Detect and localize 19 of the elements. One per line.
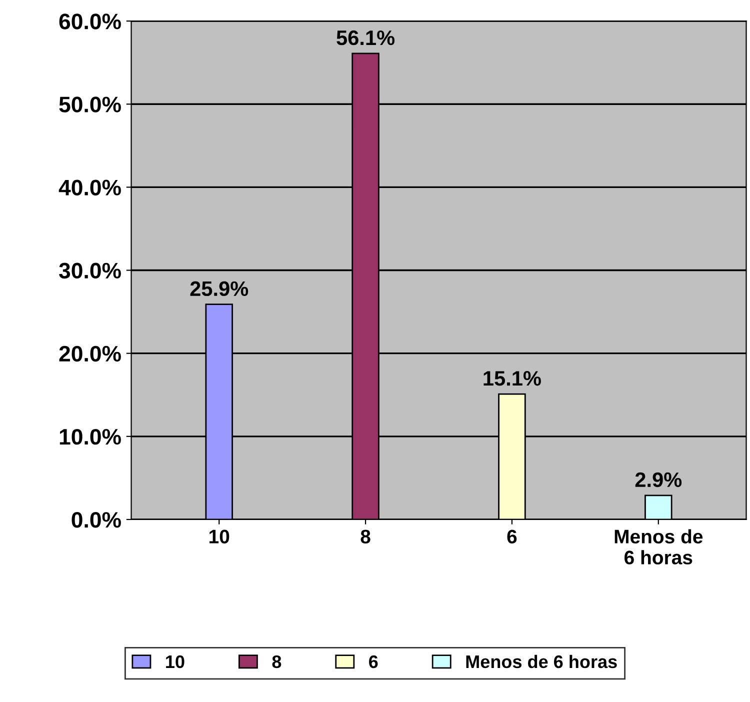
y-tick-label: 50.0% [59,96,121,112]
data-label: 25.9% [190,281,248,296]
data-label: 56.1% [336,30,395,46]
legend-label: 8 [272,655,282,668]
y-tick-label: 10.0% [60,428,121,445]
x-tick-label: 10 [210,530,230,544]
legend-label: 6 [369,655,378,668]
y-tick-label: 0.0% [72,512,121,528]
x-tick-label: 6 [507,530,517,544]
data-label: 2.9% [635,472,682,488]
data-label: 15.1% [484,371,541,386]
y-tick-label: 60.0% [59,14,121,30]
x-tick-label: 8 [360,530,370,544]
y-tick-label: 20.0% [59,346,121,362]
y-tick-label: 40.0% [58,180,121,196]
legend-label: Menos de 6 horas [466,654,617,668]
y-tick-label: 30.0% [59,262,121,279]
legend-label: 10 [166,655,184,668]
x-tick-label: Menos de 6 horas [614,529,703,564]
